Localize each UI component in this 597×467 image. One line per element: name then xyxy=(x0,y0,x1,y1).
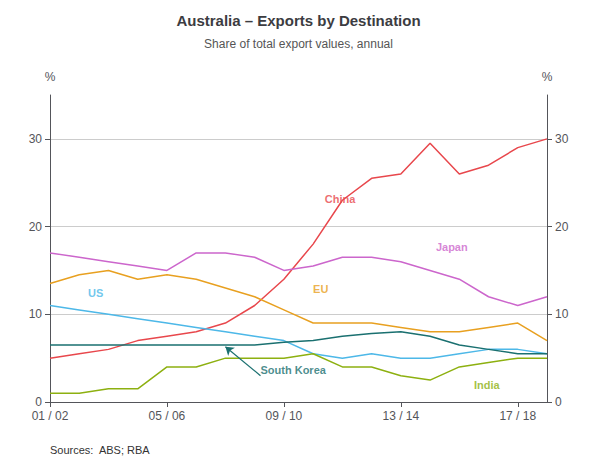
svg-text:05 / 06: 05 / 06 xyxy=(149,409,186,423)
svg-text:30: 30 xyxy=(29,132,43,146)
svg-text:0: 0 xyxy=(555,395,562,409)
svg-text:20: 20 xyxy=(555,220,569,234)
svg-text:EU: EU xyxy=(313,283,328,295)
svg-text:Share of total export values,: Share of total export values, annual xyxy=(204,37,393,51)
svg-text:US: US xyxy=(88,287,103,299)
svg-text:01 / 02: 01 / 02 xyxy=(32,409,69,423)
svg-text:China: China xyxy=(324,193,356,206)
svg-text:13 / 14: 13 / 14 xyxy=(382,409,419,423)
svg-text:Australia – Exports by Destina: Australia – Exports by Destination xyxy=(176,12,420,29)
svg-text:17 / 18: 17 / 18 xyxy=(499,409,536,423)
svg-text:Sources: ABS; RBA: Sources: ABS; RBA xyxy=(50,444,150,456)
svg-text:10: 10 xyxy=(29,307,43,321)
svg-text:0: 0 xyxy=(35,395,42,409)
svg-text:30: 30 xyxy=(555,132,569,146)
svg-text:20: 20 xyxy=(29,220,43,234)
svg-text:%: % xyxy=(542,70,553,84)
svg-text:09 / 10: 09 / 10 xyxy=(266,409,303,423)
svg-text:10: 10 xyxy=(555,307,569,321)
svg-text:India: India xyxy=(474,379,501,391)
svg-text:Japan: Japan xyxy=(436,241,468,253)
svg-text:South Korea: South Korea xyxy=(260,364,326,376)
svg-text:%: % xyxy=(45,70,56,84)
